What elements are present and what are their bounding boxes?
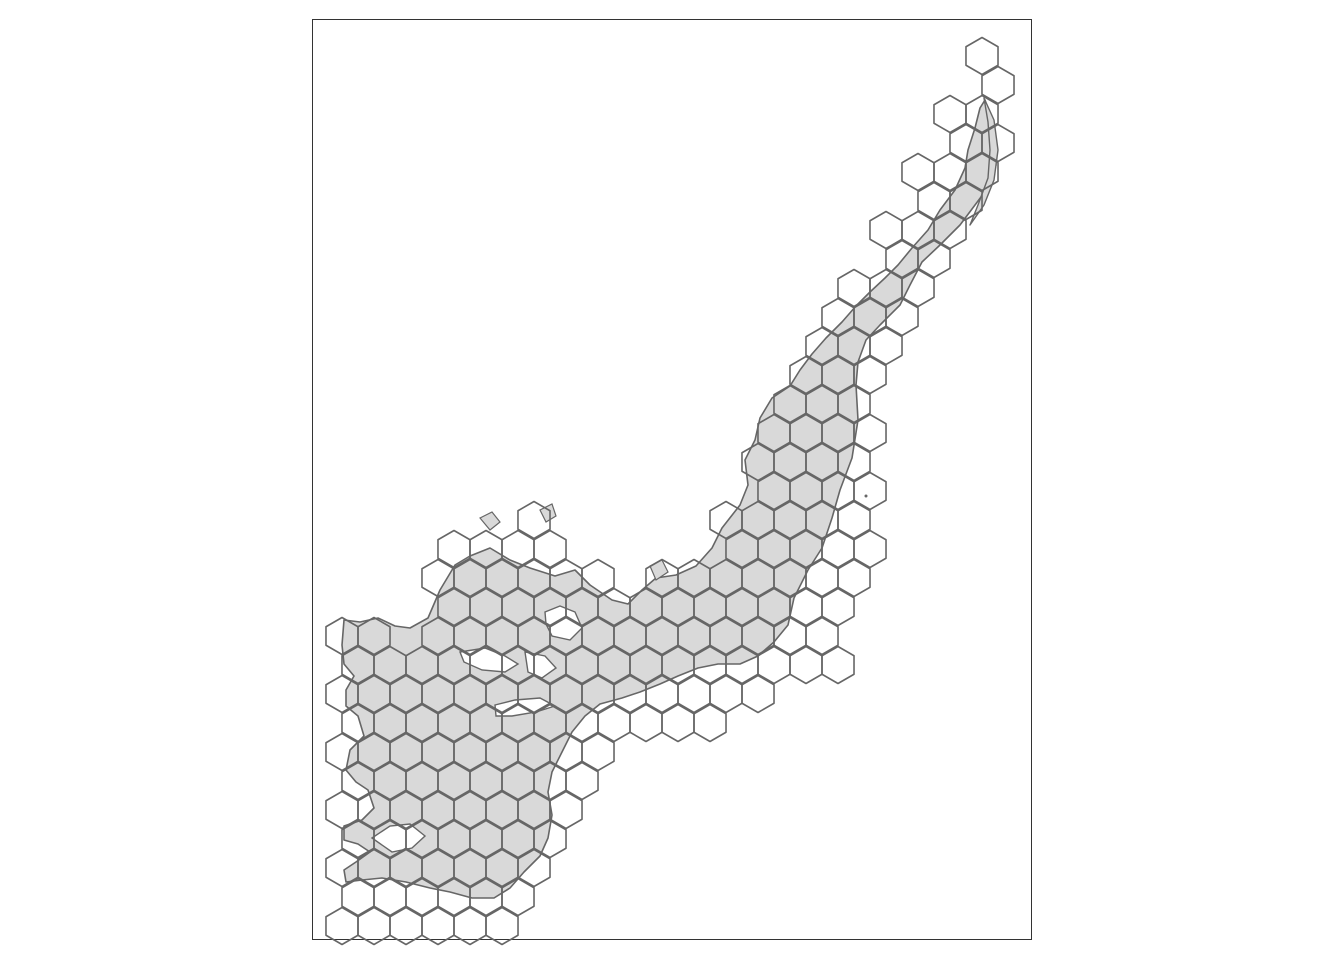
hex-cell-coast: [965, 36, 999, 76]
hex-cell-coast: [805, 616, 839, 656]
inlet-water-4: [544, 605, 583, 641]
hex-cell-coast: [533, 529, 567, 569]
hex-cell-coast: [965, 94, 999, 134]
hex-cell-coast: [837, 500, 871, 540]
hex-cell-coast: [693, 703, 727, 743]
hex-cell-coast: [853, 529, 887, 569]
islet-dot: [864, 494, 868, 498]
hex-cell-land: [501, 877, 535, 917]
hex-cell-coast: [485, 906, 519, 946]
hex-cell-coast: [821, 587, 855, 627]
hex-cell-coast: [837, 384, 871, 424]
hex-cell-coast: [965, 152, 999, 192]
hex-cell-coast: [581, 732, 615, 772]
hex-cell-coast: [357, 616, 391, 656]
hex-cell-coast: [853, 355, 887, 395]
land-layer: [341, 97, 999, 899]
hex-grid-layer: [325, 36, 1015, 946]
hex-cell-coast: [981, 65, 1015, 105]
inlet-water-5: [370, 823, 427, 853]
hex-cell-coast: [869, 326, 903, 366]
hex-cell-coast: [581, 558, 615, 598]
hex-cell-coast: [533, 819, 567, 859]
landmass-north-spit: [969, 97, 999, 226]
hex-cell-coast: [549, 790, 583, 830]
hex-cell-coast: [837, 558, 871, 598]
hex-cell-coast: [837, 442, 871, 482]
hex-cell-coast: [821, 645, 855, 685]
hex-cell-coast: [741, 674, 775, 714]
hex-cell-coast: [933, 210, 967, 250]
hex-cell-coast: [885, 297, 919, 337]
hex-cell-coast: [853, 471, 887, 511]
islet-2: [539, 503, 557, 523]
hex-cell-land: [949, 181, 983, 221]
hex-cell-coast: [565, 761, 599, 801]
landmass-main: [341, 99, 997, 899]
hex-cell-coast: [517, 848, 551, 888]
hex-cell-coast: [901, 268, 935, 308]
hex-cell-coast: [853, 413, 887, 453]
hex-cell-land: [981, 123, 1015, 163]
inlet-water-2: [524, 651, 558, 679]
hex-cell-coast: [517, 500, 551, 540]
hex-cell-land: [917, 239, 951, 279]
islet-1: [479, 511, 501, 531]
